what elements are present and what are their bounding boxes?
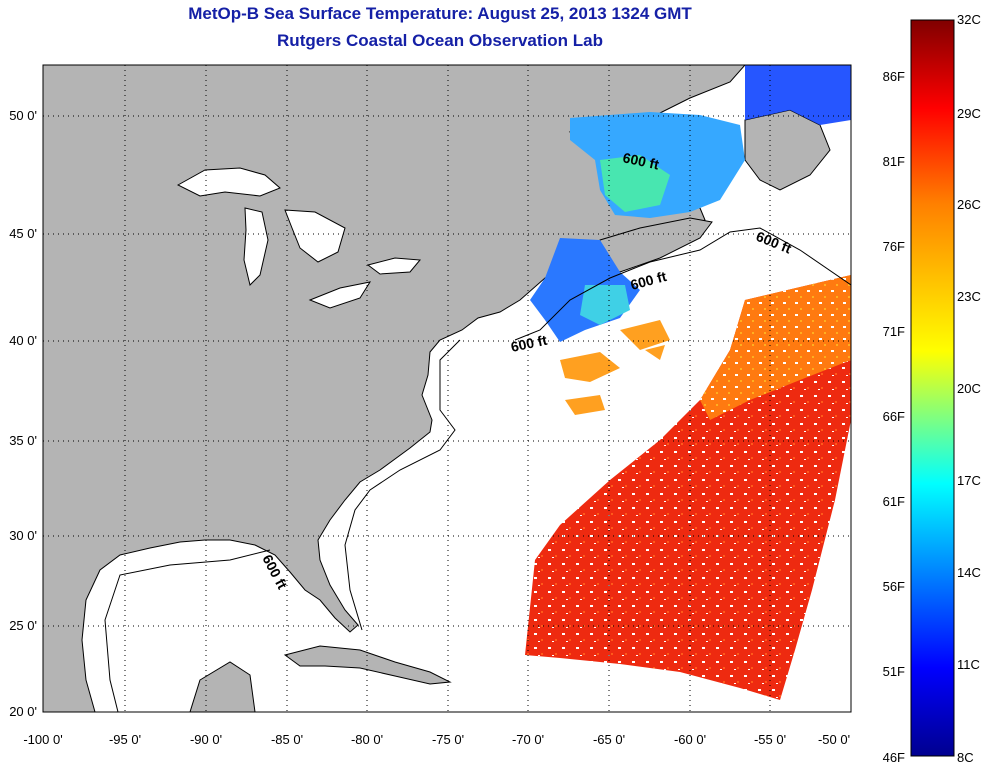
lon-label-50: -50 0' — [818, 732, 850, 747]
cb-fahrenheit-51: 51F — [883, 664, 905, 679]
map-subtitle: Rutgers Coastal Ocean Observation Lab — [277, 31, 603, 50]
lon-label-100: -100 0' — [23, 732, 62, 747]
isobath-600ft — [104, 227, 851, 712]
map-frame — [42, 64, 852, 713]
cb-celsius-32: 32C — [957, 12, 981, 27]
cb-celsius-17: 17C — [957, 473, 981, 488]
lon-label-80: -80 0' — [351, 732, 383, 747]
lat-label-35: 35 0' — [9, 433, 37, 448]
lake-michigan — [243, 207, 269, 286]
lon-label-65: -65 0' — [593, 732, 625, 747]
cb-fahrenheit-56: 56F — [883, 579, 905, 594]
lon-label-85: -85 0' — [271, 732, 303, 747]
lake-erie — [308, 281, 372, 309]
cb-fahrenheit-76: 76F — [883, 239, 905, 254]
cb-fahrenheit-86: 86F — [883, 69, 905, 84]
yucatan-land — [189, 661, 256, 712]
lake-ontario — [366, 257, 422, 275]
lat-label-50: 50 0' — [9, 108, 37, 123]
cb-fahrenheit-71: 71F — [883, 324, 905, 339]
cb-celsius-14: 14C — [957, 565, 981, 580]
lat-label-20: 20 0' — [9, 704, 37, 719]
cb-fahrenheit-81: 81F — [883, 154, 905, 169]
cb-celsius-8: 8C — [957, 750, 974, 765]
cb-fahrenheit-61: 61F — [883, 494, 905, 509]
lon-label-95: -95 0' — [109, 732, 141, 747]
sst-cold-patch-north — [745, 65, 851, 125]
cb-celsius-29: 29C — [957, 106, 981, 121]
contour-label-1: 600 ft — [621, 149, 660, 172]
map-title: MetOp-B Sea Surface Temperature: August … — [188, 4, 692, 23]
cb-celsius-20: 20C — [957, 381, 981, 396]
contour-label-4: 600 ft — [509, 332, 548, 355]
sst-gulf-of-maine-cyan — [580, 285, 630, 325]
cb-celsius-11: 11C — [957, 657, 980, 672]
lon-label-70: -70 0' — [512, 732, 544, 747]
lon-label-60: -60 0' — [674, 732, 706, 747]
lake-huron — [284, 209, 346, 263]
lat-label-45: 45 0' — [9, 226, 37, 241]
sst-warm-fragments — [560, 320, 670, 415]
temperature-colorbar — [910, 19, 955, 757]
lon-label-55: -55 0' — [754, 732, 786, 747]
cb-celsius-26: 26C — [957, 197, 981, 212]
sst-gulf-st-lawrence-green — [600, 155, 670, 212]
lon-label-75: -75 0' — [432, 732, 464, 747]
lake-superior — [176, 167, 281, 197]
lon-label-90: -90 0' — [190, 732, 222, 747]
lat-label-30: 30 0' — [9, 528, 37, 543]
sst-warm-swath-north-edge — [700, 275, 851, 420]
cb-fahrenheit-46: 46F — [883, 750, 905, 765]
lat-label-25: 25 0' — [9, 618, 37, 633]
lat-label-40: 40 0' — [9, 333, 37, 348]
cb-celsius-23: 23C — [957, 289, 981, 304]
cb-fahrenheit-66: 66F — [883, 409, 905, 424]
